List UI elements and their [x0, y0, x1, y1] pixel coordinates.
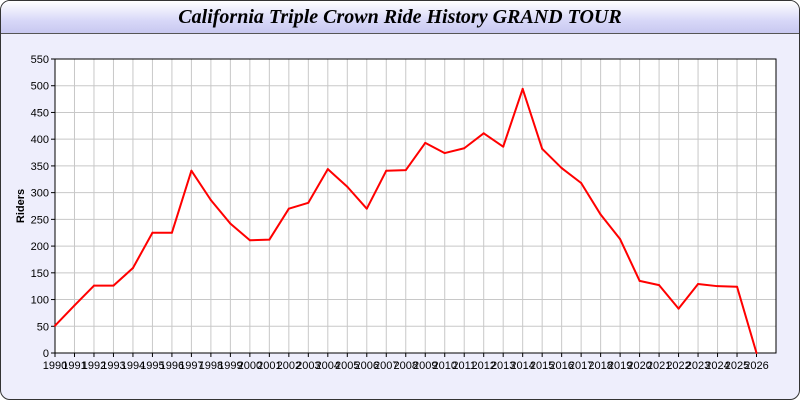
y-tick-label: 100	[31, 295, 49, 307]
x-tick-label: 2022	[666, 360, 690, 372]
x-tick-label: 2024	[705, 360, 729, 372]
x-tick-label: 1992	[82, 360, 106, 372]
data-point	[599, 213, 602, 216]
data-point	[658, 284, 661, 287]
x-tick-label: 1998	[199, 360, 223, 372]
x-tick-label: 2012	[471, 360, 495, 372]
data-point	[736, 285, 739, 288]
x-tick-label: 2002	[277, 360, 301, 372]
x-tick-label: 1993	[101, 360, 125, 372]
x-tick-label: 2016	[549, 360, 573, 372]
x-tick-label: 1990	[43, 360, 67, 372]
x-tick-label: 1996	[160, 360, 184, 372]
chart-title: California Triple Crown Ride History GRA…	[178, 6, 622, 28]
data-point	[424, 141, 427, 144]
x-tick-label: 2008	[394, 360, 418, 372]
x-tick-label: 2003	[296, 360, 320, 372]
x-tick-label: 2013	[491, 360, 515, 372]
x-tick-label: 2004	[316, 360, 340, 372]
y-tick-label: 0	[43, 348, 49, 360]
data-point	[482, 132, 485, 135]
data-point	[541, 147, 544, 150]
data-point	[365, 207, 368, 210]
data-point	[73, 304, 76, 307]
y-tick-label: 350	[31, 161, 49, 173]
x-tick-label: 2011	[452, 360, 476, 372]
x-tick-label: 2019	[608, 360, 632, 372]
x-tick-label: 2021	[647, 360, 671, 372]
x-tick-label: 2001	[257, 360, 281, 372]
data-point	[54, 324, 56, 327]
x-tick-label: 2006	[355, 360, 379, 372]
data-point	[209, 199, 212, 202]
y-tick-label: 150	[31, 268, 49, 280]
data-point	[151, 231, 154, 234]
data-point	[502, 145, 505, 148]
data-point	[190, 169, 193, 172]
y-tick-label: 550	[31, 54, 49, 66]
data-point	[443, 152, 446, 155]
data-point	[580, 182, 583, 185]
x-tick-label: 2007	[374, 360, 398, 372]
data-point	[677, 307, 680, 310]
data-point	[619, 238, 622, 241]
x-tick-label: 2010	[432, 360, 456, 372]
plot-border	[54, 58, 777, 354]
x-tick-label: 1994	[121, 360, 145, 372]
y-tick-label: 300	[31, 188, 49, 200]
data-point	[307, 201, 310, 204]
x-tick-label: 2018	[588, 360, 612, 372]
y-tick-label: 250	[31, 214, 49, 226]
data-point	[697, 283, 700, 286]
x-tick-label: 1991	[62, 360, 86, 372]
data-point	[326, 168, 329, 171]
data-point	[755, 352, 758, 354]
data-point	[560, 167, 563, 170]
data-point	[131, 267, 134, 270]
x-tick-label: 2020	[627, 360, 651, 372]
x-tick-label: 2023	[686, 360, 710, 372]
x-tick-label: 2009	[413, 360, 437, 372]
x-tick-label: 2000	[238, 360, 262, 372]
y-tick-label: 400	[31, 134, 49, 146]
data-point	[463, 147, 466, 150]
data-point	[521, 87, 524, 90]
data-point	[92, 284, 95, 287]
y-tick-label: 500	[31, 81, 49, 93]
data-point	[229, 222, 232, 225]
data-point	[404, 169, 407, 172]
x-tick-label: 2014	[510, 360, 534, 372]
data-point	[346, 185, 349, 188]
data-point	[112, 284, 115, 287]
data-point	[170, 231, 173, 234]
data-point	[248, 239, 251, 242]
data-point	[385, 169, 388, 172]
x-tick-label: 1995	[140, 360, 164, 372]
data-point	[287, 207, 290, 210]
data-point	[638, 279, 641, 282]
plot-area	[55, 59, 776, 353]
x-tick-label: 2025	[725, 360, 749, 372]
x-tick-label: 2005	[335, 360, 359, 372]
y-tick-label: 200	[31, 241, 49, 253]
x-tick-label: 2015	[530, 360, 554, 372]
data-point	[268, 238, 271, 241]
title-bar: California Triple Crown Ride History GRA…	[1, 1, 799, 34]
x-tick-label: 2026	[744, 360, 768, 372]
x-tick-label: 1997	[179, 360, 203, 372]
x-tick-label: 1999	[218, 360, 242, 372]
x-tick-label: 2017	[569, 360, 593, 372]
y-axis-label: Riders	[15, 189, 27, 223]
data-point	[716, 285, 719, 288]
y-tick-label: 50	[37, 321, 49, 333]
y-tick-label: 450	[31, 107, 49, 119]
